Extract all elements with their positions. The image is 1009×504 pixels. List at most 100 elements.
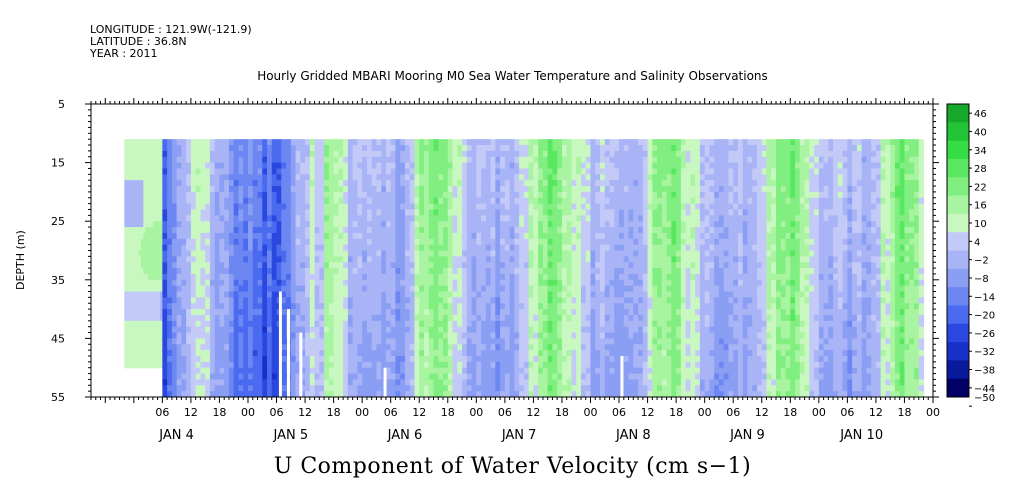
heatmap-cell (338, 309, 344, 316)
heatmap-cell (462, 268, 468, 275)
heatmap-cell (538, 268, 544, 275)
heatmap-cell (247, 180, 254, 187)
heatmap-cell (262, 391, 268, 397)
heatmap-cell (471, 186, 477, 193)
heatmap-cell (333, 232, 339, 240)
heatmap-cell (276, 244, 282, 252)
heatmap-cell (457, 145, 463, 152)
heatmap-cell (500, 180, 506, 187)
heatmap-cell (309, 291, 316, 298)
heatmap-cell (319, 379, 325, 386)
heatmap-cell (457, 186, 463, 193)
heatmap-cell (409, 174, 416, 181)
heatmap-cell (633, 186, 639, 193)
heatmap-cell (190, 150, 197, 158)
heatmap-cell (433, 268, 439, 275)
heatmap-cell (585, 139, 592, 146)
heatmap-cell (343, 268, 349, 275)
heatmap-cell (357, 320, 363, 328)
heatmap-cell (471, 209, 477, 216)
heatmap-cell (633, 162, 639, 170)
heatmap-cell (519, 332, 525, 339)
heatmap-cell (576, 314, 582, 322)
heatmap-cell (600, 250, 606, 257)
heatmap-cell (585, 203, 592, 211)
heatmap-cell (347, 338, 354, 345)
heatmap-cell (257, 344, 263, 351)
heatmap-cell (167, 180, 173, 187)
heatmap-cell (129, 156, 133, 164)
heatmap-cell (257, 279, 263, 287)
heatmap-cell (262, 303, 268, 310)
heatmap-cell (509, 174, 515, 181)
heatmap-cell (267, 203, 273, 211)
heatmap-cell (490, 191, 496, 199)
heatmap-cell (157, 221, 161, 228)
heatmap-cell (561, 344, 568, 351)
heatmap-cell (619, 326, 625, 334)
heatmap-cell (542, 273, 549, 281)
heatmap-cell (247, 344, 254, 351)
heatmap-cell (155, 361, 159, 369)
heatmap-cell (490, 174, 496, 181)
heatmap-cell (152, 244, 156, 252)
heatmap-cell (200, 309, 206, 316)
heatmap-cell (514, 215, 520, 222)
heatmap-cell (438, 250, 444, 257)
heatmap-cell (324, 385, 330, 392)
heatmap-cell (466, 350, 473, 357)
heatmap-cell (347, 391, 354, 397)
heatmap-cell (190, 244, 197, 252)
heatmap-cell (176, 232, 182, 240)
heatmap-cell (186, 262, 192, 269)
heatmap-cell (580, 145, 587, 152)
heatmap-cell (533, 244, 539, 252)
heatmap-cell (523, 244, 530, 252)
heatmap-cell (566, 232, 573, 240)
heatmap-cell (485, 273, 492, 281)
heatmap-cell (286, 303, 292, 310)
heatmap-cell (371, 332, 378, 339)
heatmap-cell (247, 139, 254, 146)
heatmap-cell (481, 303, 487, 310)
heatmap-cell (309, 273, 316, 281)
heatmap-cell (542, 385, 549, 392)
heatmap-cell (419, 232, 425, 240)
heatmap-cell (281, 244, 287, 252)
heatmap-cell (566, 309, 573, 316)
heatmap-cell (150, 332, 154, 339)
heatmap-cell (376, 291, 382, 298)
heatmap-cell (129, 262, 133, 269)
heatmap-cell (314, 180, 320, 187)
heatmap-cell (614, 215, 620, 222)
heatmap-cell (155, 215, 159, 222)
heatmap-cell (290, 180, 297, 187)
heatmap-cell (366, 250, 373, 257)
heatmap-cell (286, 203, 292, 211)
heatmap-cell (452, 180, 458, 187)
heatmap-cell (400, 139, 406, 146)
heatmap-cell (181, 285, 187, 293)
heatmap-cell (514, 268, 520, 275)
heatmap-cell (490, 355, 496, 363)
heatmap-cell (600, 326, 606, 334)
heatmap-cell (257, 168, 263, 175)
heatmap-cell (362, 232, 368, 240)
heatmap-cell (181, 332, 187, 339)
heatmap-cell (219, 215, 225, 222)
heatmap-cell (571, 291, 577, 298)
heatmap-cell (400, 197, 406, 205)
heatmap-cell (519, 303, 525, 310)
heatmap-cell (580, 355, 587, 363)
heatmap-cell (552, 232, 558, 240)
heatmap-cell (490, 303, 496, 310)
heatmap-cell (314, 273, 320, 281)
heatmap-cell (462, 221, 468, 228)
heatmap-cell (171, 209, 178, 216)
heatmap-cell (466, 273, 473, 281)
heatmap-cell (131, 186, 135, 193)
heatmap-cell (243, 273, 249, 281)
heatmap-cell (476, 232, 482, 240)
heatmap-cell (157, 273, 161, 281)
heatmap-cell (409, 391, 416, 397)
